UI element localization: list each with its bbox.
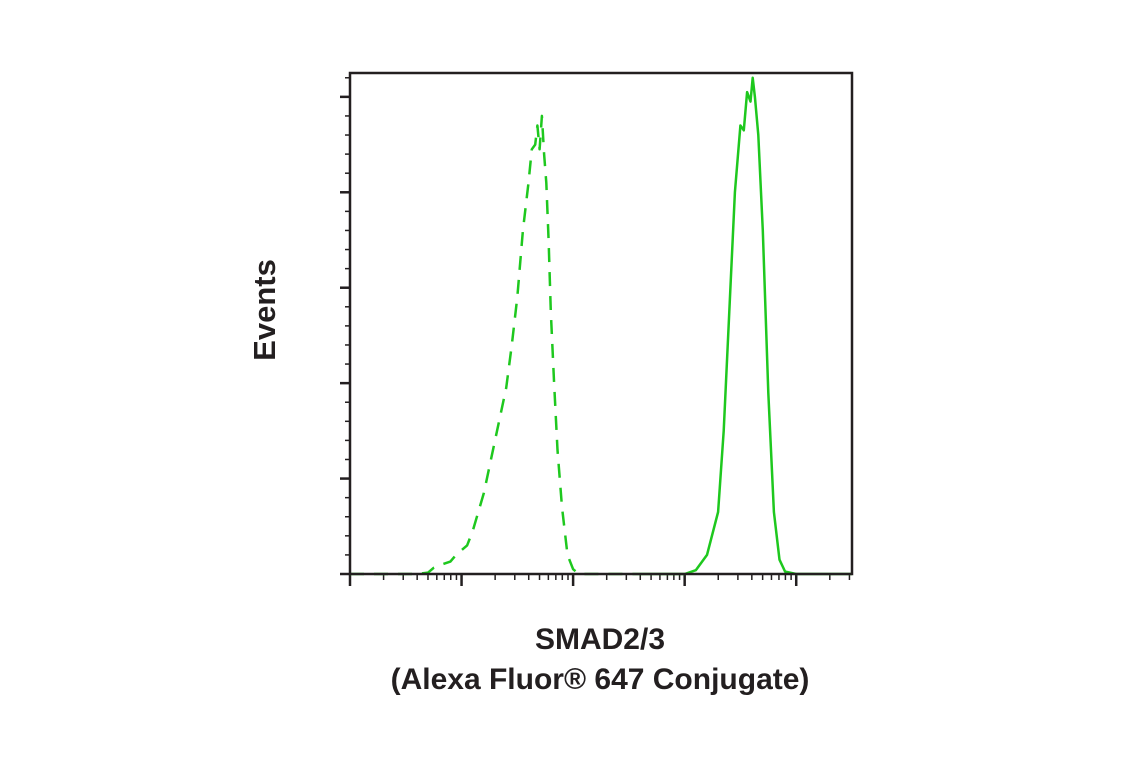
- y-axis-label: Events: [247, 259, 282, 361]
- x-axis-label-line2: (Alexa Fluor® 647 Conjugate): [390, 663, 810, 696]
- series-lines: [350, 76, 852, 576]
- x-axis-label-line1: SMAD2/3: [534, 623, 666, 656]
- series-solid-line: [640, 76, 852, 576]
- x-axis-label: SMAD2/3 (Alexa Fluor® 647 Conjugate): [320, 620, 880, 700]
- series-dashed-line: [350, 114, 640, 576]
- plot-frame: [348, 71, 854, 576]
